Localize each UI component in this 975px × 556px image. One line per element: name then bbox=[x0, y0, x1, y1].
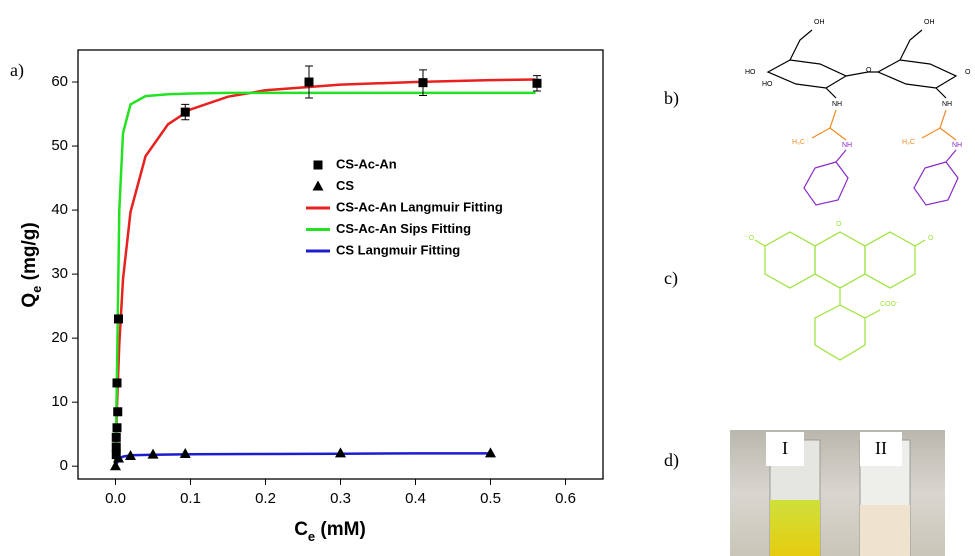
fluorescein-structure: ⁻O O O COO⁻ bbox=[745, 221, 934, 361]
data-point bbox=[485, 447, 496, 458]
x-tick-label: 0.3 bbox=[330, 490, 351, 507]
data-point bbox=[147, 448, 159, 459]
y-axis-label: Qe (mg/g) bbox=[19, 222, 44, 307]
data-point bbox=[335, 447, 346, 458]
legend-label: CS bbox=[336, 178, 354, 193]
atom-label: OH bbox=[924, 19, 935, 26]
y-tick-label: 10 bbox=[51, 393, 68, 410]
atom-label: H₃C bbox=[792, 139, 805, 146]
atom-label: HO bbox=[745, 69, 756, 76]
data-point bbox=[112, 378, 122, 388]
photo: I II bbox=[730, 430, 945, 556]
plot-frame bbox=[77, 49, 604, 480]
photo-label: I bbox=[782, 438, 788, 458]
legend-label: CS Langmuir Fitting bbox=[336, 242, 460, 257]
panel-label: a) bbox=[10, 60, 24, 81]
y-tick-label: 30 bbox=[51, 265, 68, 282]
y-axis-label-rest: (mg/g) bbox=[19, 222, 40, 285]
x-tick-label: 0.6 bbox=[555, 490, 576, 507]
data-point bbox=[111, 450, 121, 460]
y-axis-label-sub: e bbox=[29, 286, 44, 293]
atom-label: O bbox=[866, 67, 872, 74]
data-point bbox=[532, 78, 542, 88]
atom-label: O bbox=[965, 69, 971, 76]
atom-label: OH bbox=[814, 19, 825, 26]
atom-label: O bbox=[836, 221, 842, 228]
data-point bbox=[110, 460, 121, 471]
fit-line bbox=[114, 91, 536, 467]
photo-label: II bbox=[875, 438, 887, 458]
x-tick-label: 0.1 bbox=[180, 490, 201, 507]
atom-label: HO bbox=[762, 81, 773, 88]
legend-label: CS-Ac-An Langmuir Fitting bbox=[336, 199, 503, 214]
x-axis-label-main: C bbox=[294, 519, 308, 540]
legend-label: CS-Ac-An bbox=[336, 156, 397, 171]
panel-label: b) bbox=[664, 88, 679, 109]
x-tick-label: 0.2 bbox=[255, 490, 276, 507]
panel-label: c) bbox=[664, 268, 678, 289]
x-tick-label: 0.0 bbox=[105, 490, 126, 507]
data-point bbox=[111, 432, 121, 442]
atom-label: NH bbox=[952, 142, 962, 149]
data-point bbox=[418, 78, 428, 88]
data-point bbox=[112, 423, 122, 433]
x-axis-label-rest: (mM) bbox=[315, 519, 366, 540]
x-tick-label: 0.4 bbox=[405, 490, 426, 507]
legend-swatch bbox=[312, 180, 324, 191]
atom-label: NH bbox=[842, 142, 852, 149]
y-axis-label-main: Q bbox=[19, 293, 40, 308]
atom-label: O bbox=[928, 235, 934, 242]
data-point bbox=[125, 449, 136, 460]
atom-label: H₃C bbox=[902, 139, 915, 146]
atom-label: NH bbox=[942, 101, 952, 108]
legend-swatch bbox=[313, 160, 323, 170]
fit-line bbox=[114, 78, 536, 467]
data-point bbox=[113, 407, 123, 417]
data-point bbox=[304, 77, 314, 87]
data-point bbox=[113, 452, 124, 463]
x-axis-label-sub: e bbox=[308, 529, 315, 544]
y-tick-label: 40 bbox=[51, 201, 68, 218]
y-tick-label: 20 bbox=[51, 329, 68, 346]
y-tick-label: 0 bbox=[60, 457, 68, 474]
atom-label: NH bbox=[832, 101, 842, 108]
chitosan-structure: OH OH HO HO O O NH NH H₃C H₃C NH NH bbox=[745, 19, 971, 206]
data-point bbox=[111, 442, 121, 452]
panel-label: d) bbox=[664, 450, 679, 471]
data-point bbox=[179, 448, 191, 459]
y-tick-label: 60 bbox=[51, 73, 68, 90]
data-point bbox=[180, 107, 190, 117]
fit-line bbox=[114, 452, 491, 467]
x-axis-label: Ce (mM) bbox=[294, 519, 366, 544]
y-tick-label: 50 bbox=[51, 137, 68, 154]
atom-label: COO⁻ bbox=[880, 301, 900, 308]
data-point bbox=[114, 314, 123, 324]
x-tick-label: 0.5 bbox=[480, 490, 501, 507]
legend-label: CS-Ac-An Sips Fitting bbox=[336, 221, 471, 236]
atom-label: ⁻O bbox=[745, 235, 755, 242]
